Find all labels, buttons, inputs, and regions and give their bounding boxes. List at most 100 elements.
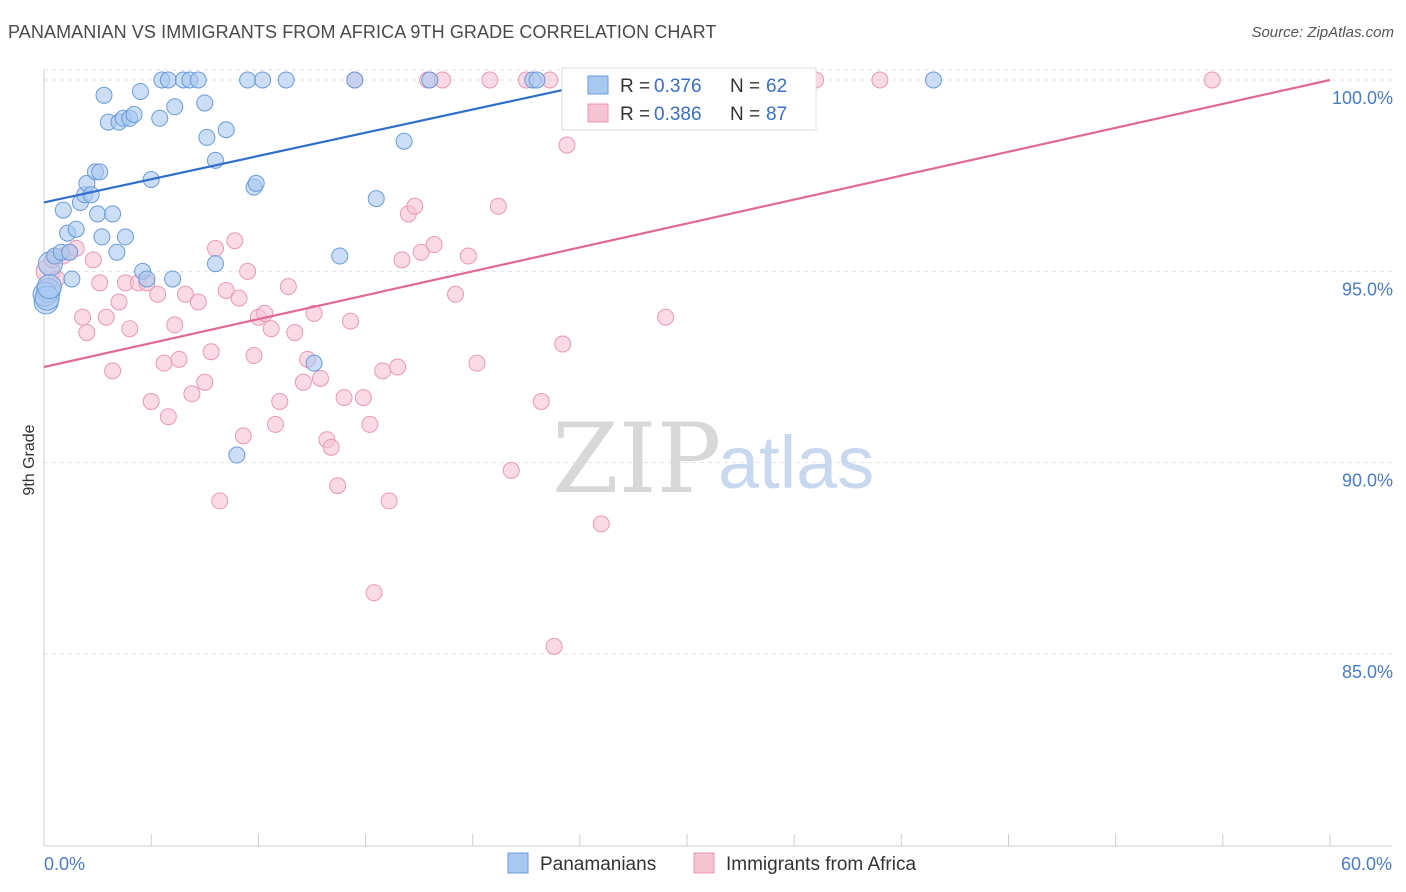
bottom-legend-label-panamanians: Panamanians (540, 854, 656, 875)
bottom-legend-swatch-pink (693, 852, 715, 874)
legend-swatch-pink (587, 103, 609, 123)
watermark-zip: ZIP (552, 403, 721, 515)
africa-point-45 (305, 304, 323, 322)
africa-point-7 (78, 324, 96, 342)
africa-point-71 (502, 461, 520, 479)
panamanian-point-8 (67, 220, 85, 238)
watermark-atlas: atlas (718, 421, 874, 504)
africa-point-67 (459, 247, 477, 265)
x-ticks (43, 834, 1331, 846)
chart-source: Source: ZipAtlas.com (1251, 24, 1394, 41)
africa-point-84 (871, 71, 889, 89)
africa-point-39 (266, 415, 284, 433)
legend-n-label-1: N = (730, 76, 760, 97)
legend-r-value-2: 0.386 (654, 104, 702, 125)
panamanian-point-53 (421, 71, 439, 89)
africa-point-56 (374, 362, 392, 380)
panamanian-point-33 (166, 98, 184, 116)
africa-point-17 (142, 392, 160, 410)
panamanian-point-27 (138, 270, 156, 288)
africa-point-69 (481, 71, 499, 89)
series-panamanians (32, 71, 942, 464)
legend-r-label-2: R = (620, 104, 650, 125)
panamanian-point-43 (239, 71, 257, 89)
panamanian-point-25 (131, 82, 149, 100)
panamanian-point-50 (346, 71, 364, 89)
panamanian-point-36 (189, 71, 207, 89)
africa-point-18 (149, 285, 167, 303)
africa-point-33 (234, 427, 252, 445)
africa-point-79 (592, 515, 610, 533)
panamanian-point-41 (217, 121, 235, 139)
africa-point-24 (183, 385, 201, 403)
series-legend: Panamanians Immigrants from Africa (507, 852, 916, 875)
africa-point-34 (239, 262, 257, 280)
africa-point-42 (286, 324, 304, 342)
africa-point-43 (294, 373, 312, 391)
panamanian-point-47 (277, 71, 295, 89)
africa-point-54 (361, 415, 379, 433)
legend-n-value-1: 62 (766, 76, 787, 97)
panamanian-point-31 (159, 71, 177, 89)
panamanian-point-40 (206, 255, 224, 273)
legend-r-value-1: 0.376 (654, 76, 702, 97)
bottom-legend-swatch-blue (507, 852, 529, 874)
africa-point-26 (196, 373, 214, 391)
africa-point-22 (170, 350, 188, 368)
africa-point-21 (166, 316, 184, 334)
legend-r-label-1: R = (620, 76, 650, 97)
africa-point-29 (211, 492, 229, 510)
panamanian-point-29 (151, 109, 169, 127)
panamanian-point-51 (367, 190, 385, 208)
africa-point-77 (558, 136, 576, 154)
correlation-legend: R = 0.376 N = 62 R = 0.386 N = 87 (561, 67, 817, 131)
africa-point-31 (226, 232, 244, 250)
africa-point-70 (489, 197, 507, 215)
panamanian-point-49 (331, 247, 349, 265)
y-tick-label-90: 90.0% (1342, 471, 1393, 491)
y-axis-label: 9th Grade (21, 424, 38, 495)
africa-point-58 (389, 358, 407, 376)
panamanian-point-61 (91, 163, 109, 181)
africa-point-57 (380, 492, 398, 510)
africa-point-14 (121, 320, 139, 338)
series-immigrants-from-africa (35, 71, 1221, 655)
panamanian-point-52 (395, 132, 413, 150)
panamanian-point-7 (63, 270, 81, 288)
panamanian-point-19 (108, 243, 126, 261)
panamanian-point-46 (254, 71, 272, 89)
x-tick-label-max: 60.0% (1341, 854, 1392, 874)
africa-point-53 (354, 389, 372, 407)
africa-point-30 (217, 281, 235, 299)
africa-point-76 (554, 335, 572, 353)
africa-point-10 (97, 308, 115, 326)
africa-point-8 (84, 251, 102, 269)
panamanian-point-22 (116, 228, 134, 246)
africa-point-35 (245, 347, 263, 365)
panamanian-point-59 (36, 274, 62, 300)
africa-point-9 (91, 274, 109, 292)
legend-n-label-2: N = (730, 104, 760, 125)
africa-point-46 (311, 369, 329, 387)
panamanian-point-45 (247, 174, 265, 192)
africa-point-20 (159, 408, 177, 426)
africa-point-61 (406, 197, 424, 215)
africa-point-62 (412, 243, 430, 261)
africa-point-51 (341, 312, 359, 330)
panamanian-point-55 (528, 71, 546, 89)
africa-point-81 (657, 308, 675, 326)
y-tick-label-95: 95.0% (1342, 279, 1393, 299)
panamanian-point-32 (164, 270, 182, 288)
africa-point-50 (335, 389, 353, 407)
africa-point-55 (365, 584, 383, 602)
bottom-legend-label-africa: Immigrants from Africa (726, 854, 916, 875)
legend-swatch-blue (587, 75, 609, 95)
africa-point-27 (202, 343, 220, 361)
africa-point-41 (279, 278, 297, 296)
africa-point-85 (1203, 71, 1221, 89)
africa-point-59 (393, 251, 411, 269)
panamanian-point-24 (125, 105, 143, 123)
africa-point-73 (532, 392, 550, 410)
africa-point-75 (545, 637, 563, 655)
